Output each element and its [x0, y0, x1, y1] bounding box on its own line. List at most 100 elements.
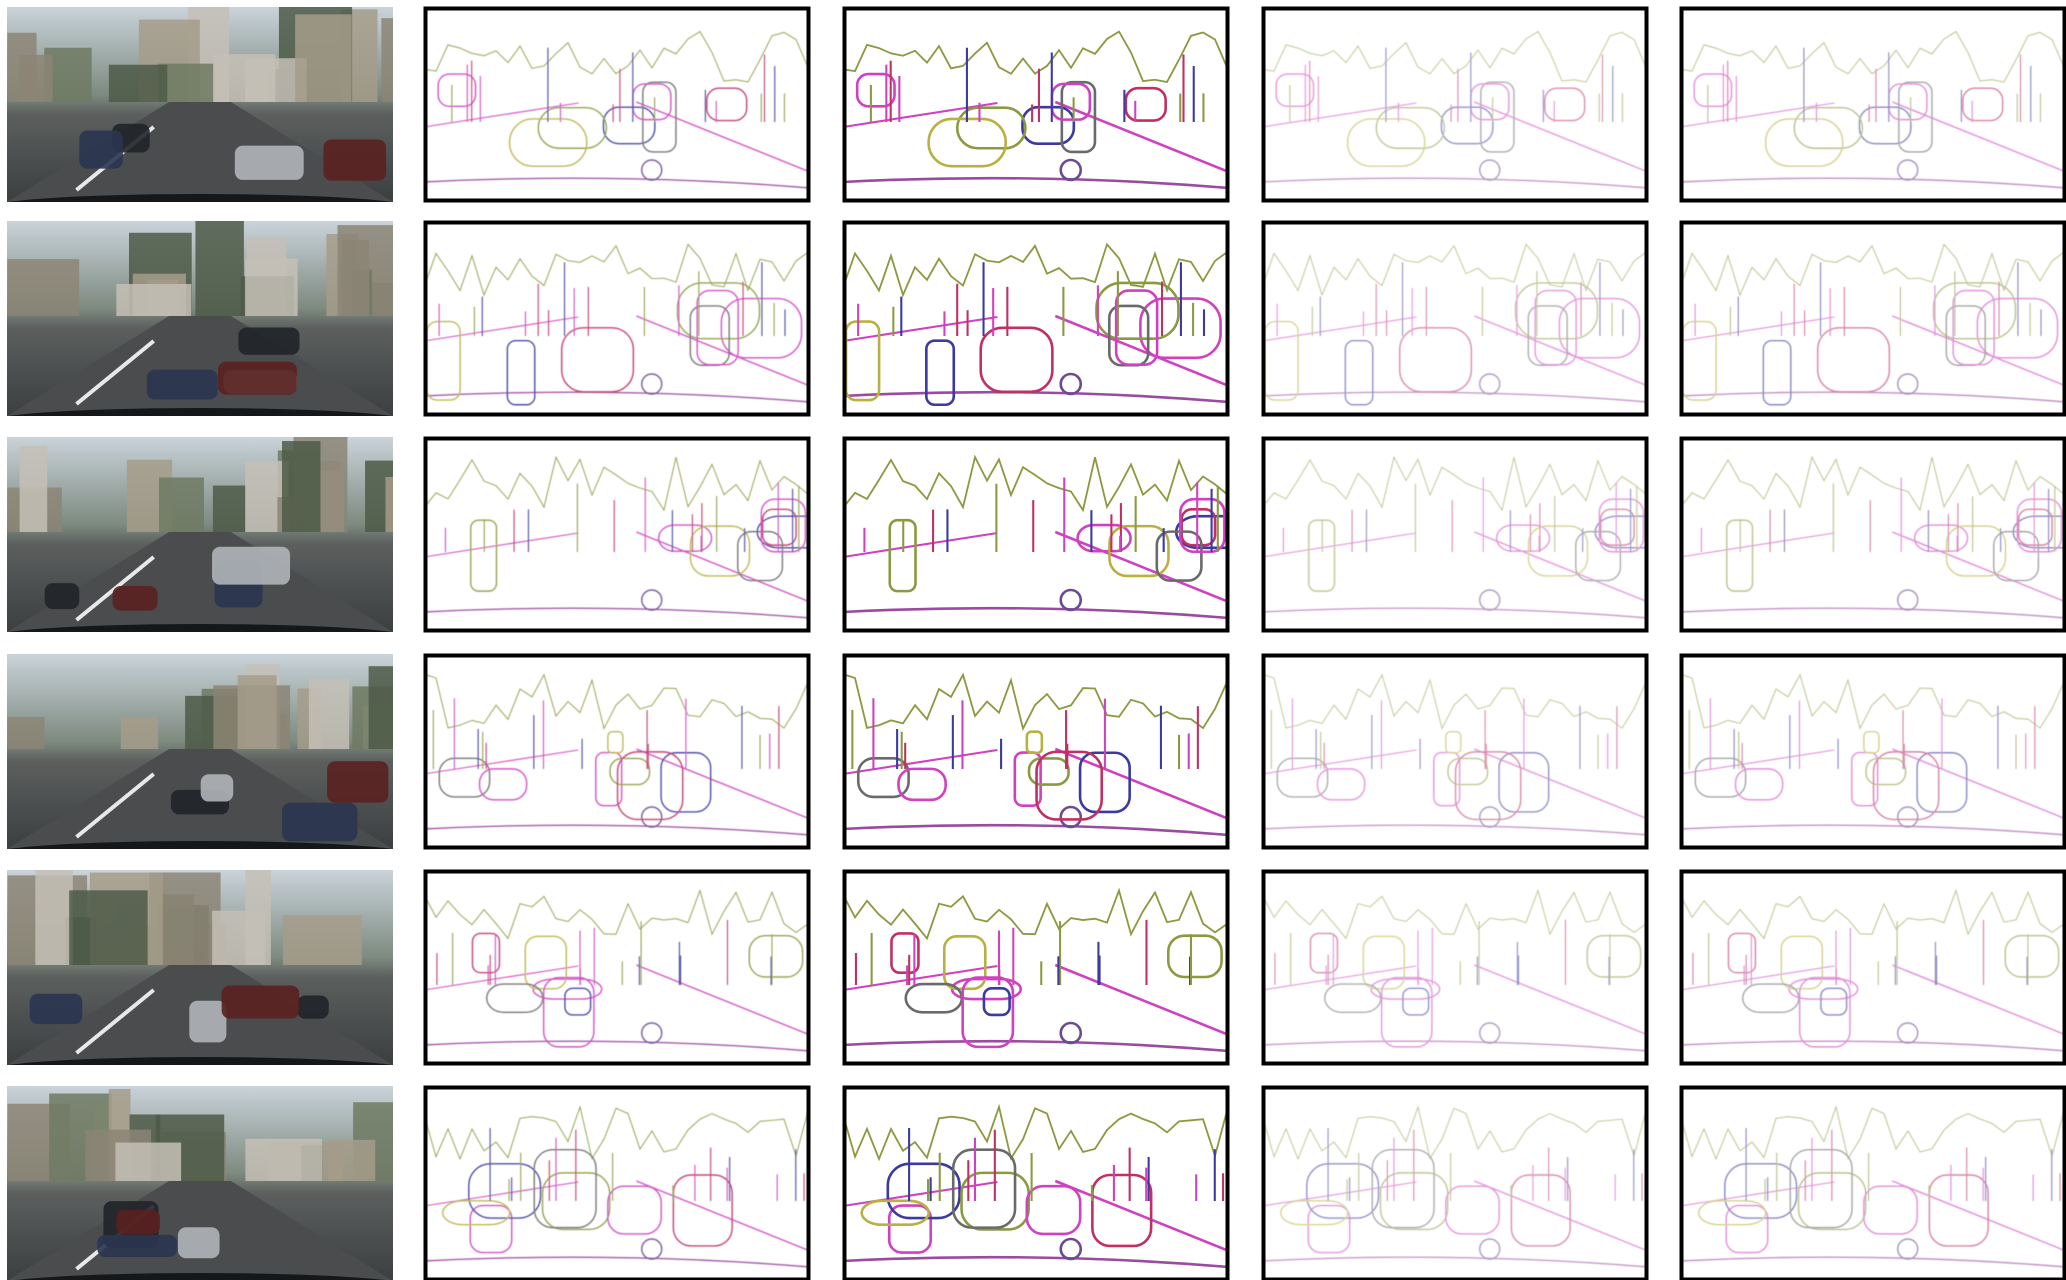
building — [238, 675, 277, 749]
car — [113, 586, 158, 611]
edge-bg — [843, 437, 1229, 632]
car — [97, 1235, 177, 1257]
edge-map-panel — [1680, 437, 2066, 632]
edge-map-panel — [843, 870, 1229, 1065]
edge-bg — [1262, 7, 1648, 202]
building — [195, 217, 243, 316]
car — [235, 146, 304, 180]
panel-content — [0, 434, 450, 652]
panel-content — [843, 7, 1229, 202]
edge-bg — [424, 7, 810, 202]
building — [115, 1143, 181, 1181]
edge-bg — [424, 1086, 810, 1280]
panel-content — [843, 1086, 1229, 1280]
edge-map-panel — [424, 1086, 810, 1280]
building — [20, 446, 48, 532]
photo-panel — [0, 217, 428, 436]
photo-panel — [0, 1086, 412, 1280]
car — [222, 985, 300, 1018]
building — [309, 679, 349, 749]
edge-bg — [1680, 1086, 2066, 1280]
car — [178, 1227, 220, 1258]
hood — [0, 408, 412, 436]
panel-content — [1262, 437, 1669, 632]
building — [7, 717, 44, 749]
panel-content — [843, 870, 1229, 1065]
edge-bg — [1680, 870, 2066, 1065]
car — [297, 996, 329, 1019]
hood — [0, 194, 412, 222]
car — [116, 1210, 160, 1235]
edge-map-panel — [1262, 7, 1648, 202]
car — [189, 1001, 226, 1043]
edge-map-panel — [424, 7, 810, 202]
panel-content — [1262, 870, 1648, 1065]
building — [121, 717, 158, 749]
building — [69, 890, 147, 965]
panel-content — [1680, 1086, 2066, 1280]
panel-content — [0, 1086, 412, 1280]
building — [282, 441, 320, 532]
car — [212, 547, 290, 585]
panel-content — [0, 6, 412, 222]
edge-map-panel — [1262, 221, 1648, 416]
panel-content — [1680, 7, 2066, 202]
hood — [0, 841, 412, 869]
building — [245, 1139, 322, 1181]
edge-map-panel — [1680, 221, 2066, 416]
building — [213, 54, 275, 102]
panel-content — [1262, 654, 1648, 849]
edge-map-panel — [424, 870, 810, 1065]
panel-content — [1262, 1086, 1648, 1280]
building — [213, 486, 246, 532]
building — [283, 915, 362, 965]
building — [212, 911, 265, 965]
panel-content — [424, 437, 831, 632]
car — [201, 774, 234, 801]
building — [35, 868, 73, 965]
edge-map-panel — [424, 437, 831, 632]
edge-bg — [843, 7, 1229, 202]
edge-bg — [1262, 437, 1648, 632]
edge-bg — [843, 870, 1229, 1065]
panel-content — [1262, 221, 1648, 416]
building — [7, 259, 79, 316]
building — [109, 65, 167, 102]
edge-bg — [424, 437, 810, 632]
car — [323, 140, 386, 181]
edge-map-panel — [843, 7, 1229, 202]
building — [381, 18, 408, 102]
edge-bg — [1262, 1086, 1648, 1280]
edge-map-panel — [843, 1086, 1229, 1280]
car — [79, 131, 123, 169]
panel-content — [843, 654, 1229, 849]
edge-bg — [843, 1086, 1229, 1280]
panel-content — [0, 217, 428, 436]
building — [19, 55, 52, 102]
edge-map-panel — [1680, 1086, 2066, 1280]
panel-content — [843, 437, 1250, 632]
panel-content — [0, 866, 412, 1085]
building — [116, 284, 191, 316]
car — [147, 370, 218, 400]
building — [328, 1140, 375, 1181]
car — [327, 761, 388, 802]
edge-map-panel — [1262, 1086, 1648, 1280]
edge-bg — [1262, 870, 1648, 1065]
panel-content — [1680, 437, 2066, 632]
building — [245, 259, 298, 316]
car — [218, 362, 297, 395]
edge-map-panel — [424, 654, 810, 849]
edge-bg — [424, 870, 810, 1065]
panel-content — [0, 654, 422, 869]
panel-content — [1262, 7, 1648, 202]
hood — [0, 624, 412, 652]
edge-map-panel — [843, 221, 1229, 416]
panel-content — [843, 221, 1229, 416]
panel-content — [424, 7, 810, 202]
edge-map-panel — [1262, 870, 1648, 1065]
edge-bg — [1262, 654, 1648, 849]
edge-bg — [1680, 654, 2066, 849]
photo-panel — [0, 6, 412, 222]
edge-map-panel — [1680, 654, 2066, 849]
